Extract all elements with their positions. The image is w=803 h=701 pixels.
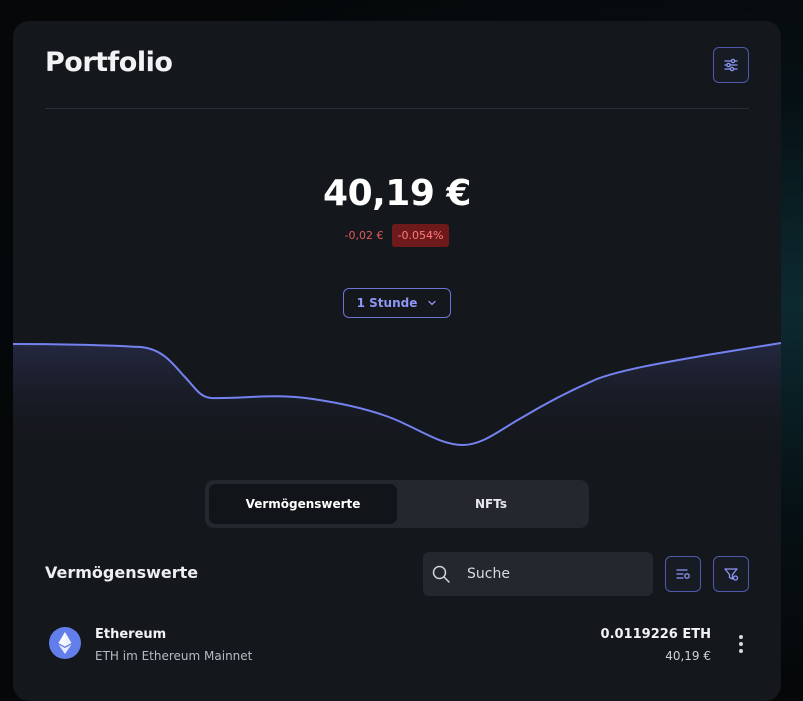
tab-nfts[interactable]: NFTs — [475, 497, 507, 511]
balance-change: -0,02 € -0.054% — [13, 224, 781, 247]
asset-tabs: Vermögenswerte NFTs — [205, 480, 589, 528]
period-label: 1 Stunde — [356, 296, 418, 310]
more-options-icon[interactable] — [731, 631, 751, 657]
period-dropdown[interactable]: 1 Stunde — [343, 288, 451, 318]
total-balance: 40,19 € — [323, 173, 471, 214]
header-divider — [45, 108, 749, 109]
chart-area — [13, 343, 781, 461]
change-absolute: -0,02 € — [344, 229, 384, 242]
search-input[interactable] — [467, 566, 627, 582]
assets-section-title: Vermögenswerte — [45, 563, 199, 582]
asset-name: Ethereum — [95, 627, 167, 642]
tab-vermoegenswerte[interactable]: Vermögenswerte — [209, 484, 397, 524]
filter-icon — [724, 568, 739, 581]
asset-amount: 0.0119226 ETH — [600, 627, 711, 642]
chevron-down-icon — [428, 300, 437, 306]
search-icon — [432, 565, 450, 583]
sort-list-icon — [676, 569, 690, 579]
page-title: Portfolio — [45, 47, 173, 78]
filter-button[interactable] — [713, 556, 749, 592]
change-percent-badge: -0.054% — [391, 224, 450, 247]
asset-row-ethereum[interactable]: Ethereum ETH im Ethereum Mainnet 0.01192… — [45, 619, 755, 669]
asset-fiat-value: 40,19 € — [665, 649, 711, 663]
sort-button[interactable] — [665, 556, 701, 592]
portfolio-chart — [13, 342, 781, 461]
portfolio-panel: Portfolio 40,19 € -0,02 € -0.054% 1 Stun… — [13, 21, 781, 701]
sliders-icon — [724, 58, 738, 72]
chart-line — [13, 342, 781, 447]
ethereum-icon — [49, 627, 81, 659]
asset-network: ETH im Ethereum Mainnet — [95, 649, 253, 663]
settings-button[interactable] — [713, 47, 749, 83]
search-box — [423, 552, 653, 596]
